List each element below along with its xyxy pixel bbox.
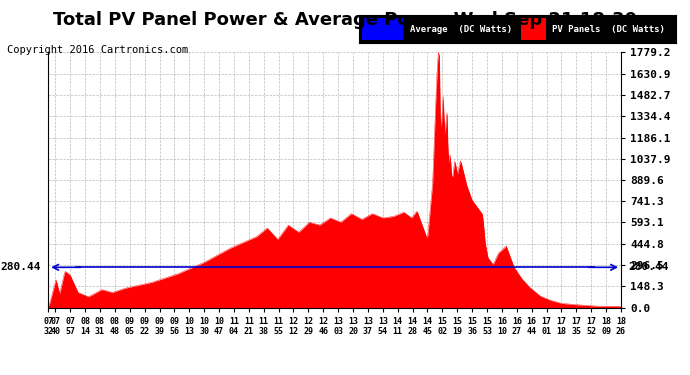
Text: PV Panels  (DC Watts): PV Panels (DC Watts) — [553, 25, 665, 34]
Text: 280.44: 280.44 — [1, 262, 41, 272]
Text: Total PV Panel Power & Average Power Wed Sep 21 18:30: Total PV Panel Power & Average Power Wed… — [53, 11, 637, 29]
Bar — [521, 18, 546, 40]
Text: 280.44: 280.44 — [628, 262, 669, 272]
Text: Copyright 2016 Cartronics.com: Copyright 2016 Cartronics.com — [7, 45, 188, 55]
Bar — [362, 18, 403, 40]
Text: Average  (DC Watts): Average (DC Watts) — [410, 25, 512, 34]
